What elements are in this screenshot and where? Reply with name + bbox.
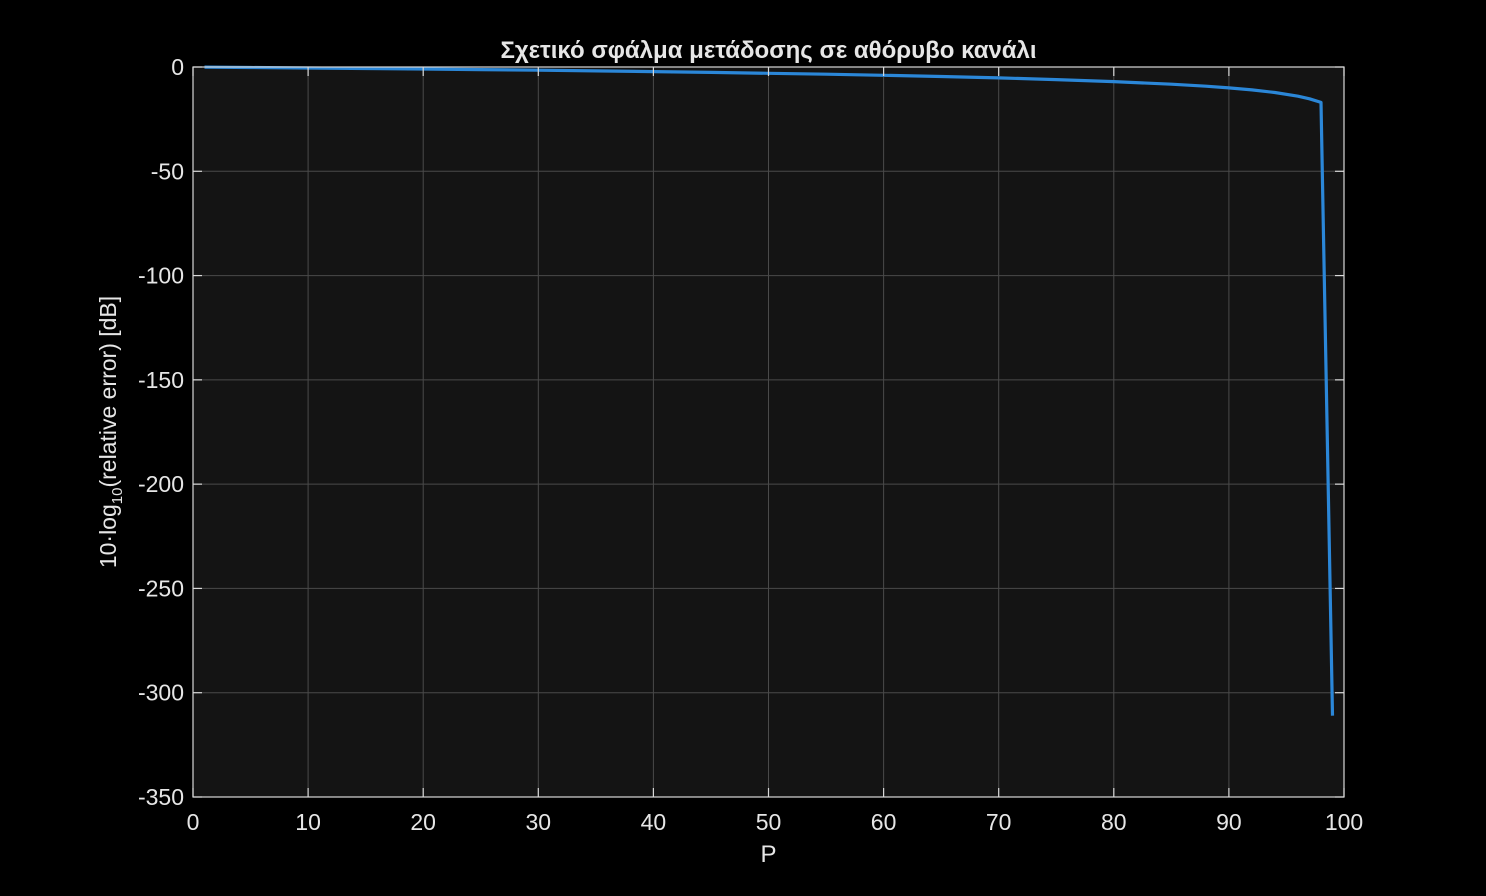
y-tick-label: 0: [171, 54, 184, 80]
ticks: 0 10 20 30 40 50 60 70 80 90 100 0 -50 -100 -150 -200 -2…: [138, 54, 1363, 835]
y-tick-label: -250: [138, 575, 184, 601]
y-axis-label-suffix: (relative error) [dB]: [95, 296, 121, 488]
x-tick-label: 20: [410, 809, 436, 835]
y-tick-label: -200: [138, 471, 184, 497]
y-axis-label-subscript: 10: [109, 488, 126, 505]
chart-title: Σχετικό σφάλμα μετάδοσης σε αθόρυβο κανά…: [500, 37, 1036, 64]
series-layer: [204, 65, 1335, 716]
y-tick-label: -350: [138, 784, 184, 810]
y-tick-label: -50: [151, 158, 184, 184]
y-tick-label: -300: [138, 680, 184, 706]
x-tick-label: 90: [1216, 809, 1242, 835]
x-tick-label: 60: [871, 809, 897, 835]
x-tick-label: 30: [526, 809, 552, 835]
series-line: [204, 65, 1335, 716]
x-tick-label: 100: [1325, 809, 1363, 835]
grid: [193, 67, 1344, 797]
y-tick-label: -150: [138, 367, 184, 393]
y-tick-label: -100: [138, 263, 184, 289]
x-axis-label: P: [760, 841, 776, 868]
x-tick-label: 0: [187, 809, 200, 835]
x-tick-label: 10: [295, 809, 321, 835]
x-tick-label: 80: [1101, 809, 1127, 835]
y-axis-label: 10·log10(relative error) [dB]: [95, 296, 126, 568]
x-tick-label: 70: [986, 809, 1012, 835]
x-tick-label: 40: [641, 809, 667, 835]
y-axis-label-prefix: 10·log: [95, 504, 121, 568]
x-tick-label: 50: [756, 809, 782, 835]
